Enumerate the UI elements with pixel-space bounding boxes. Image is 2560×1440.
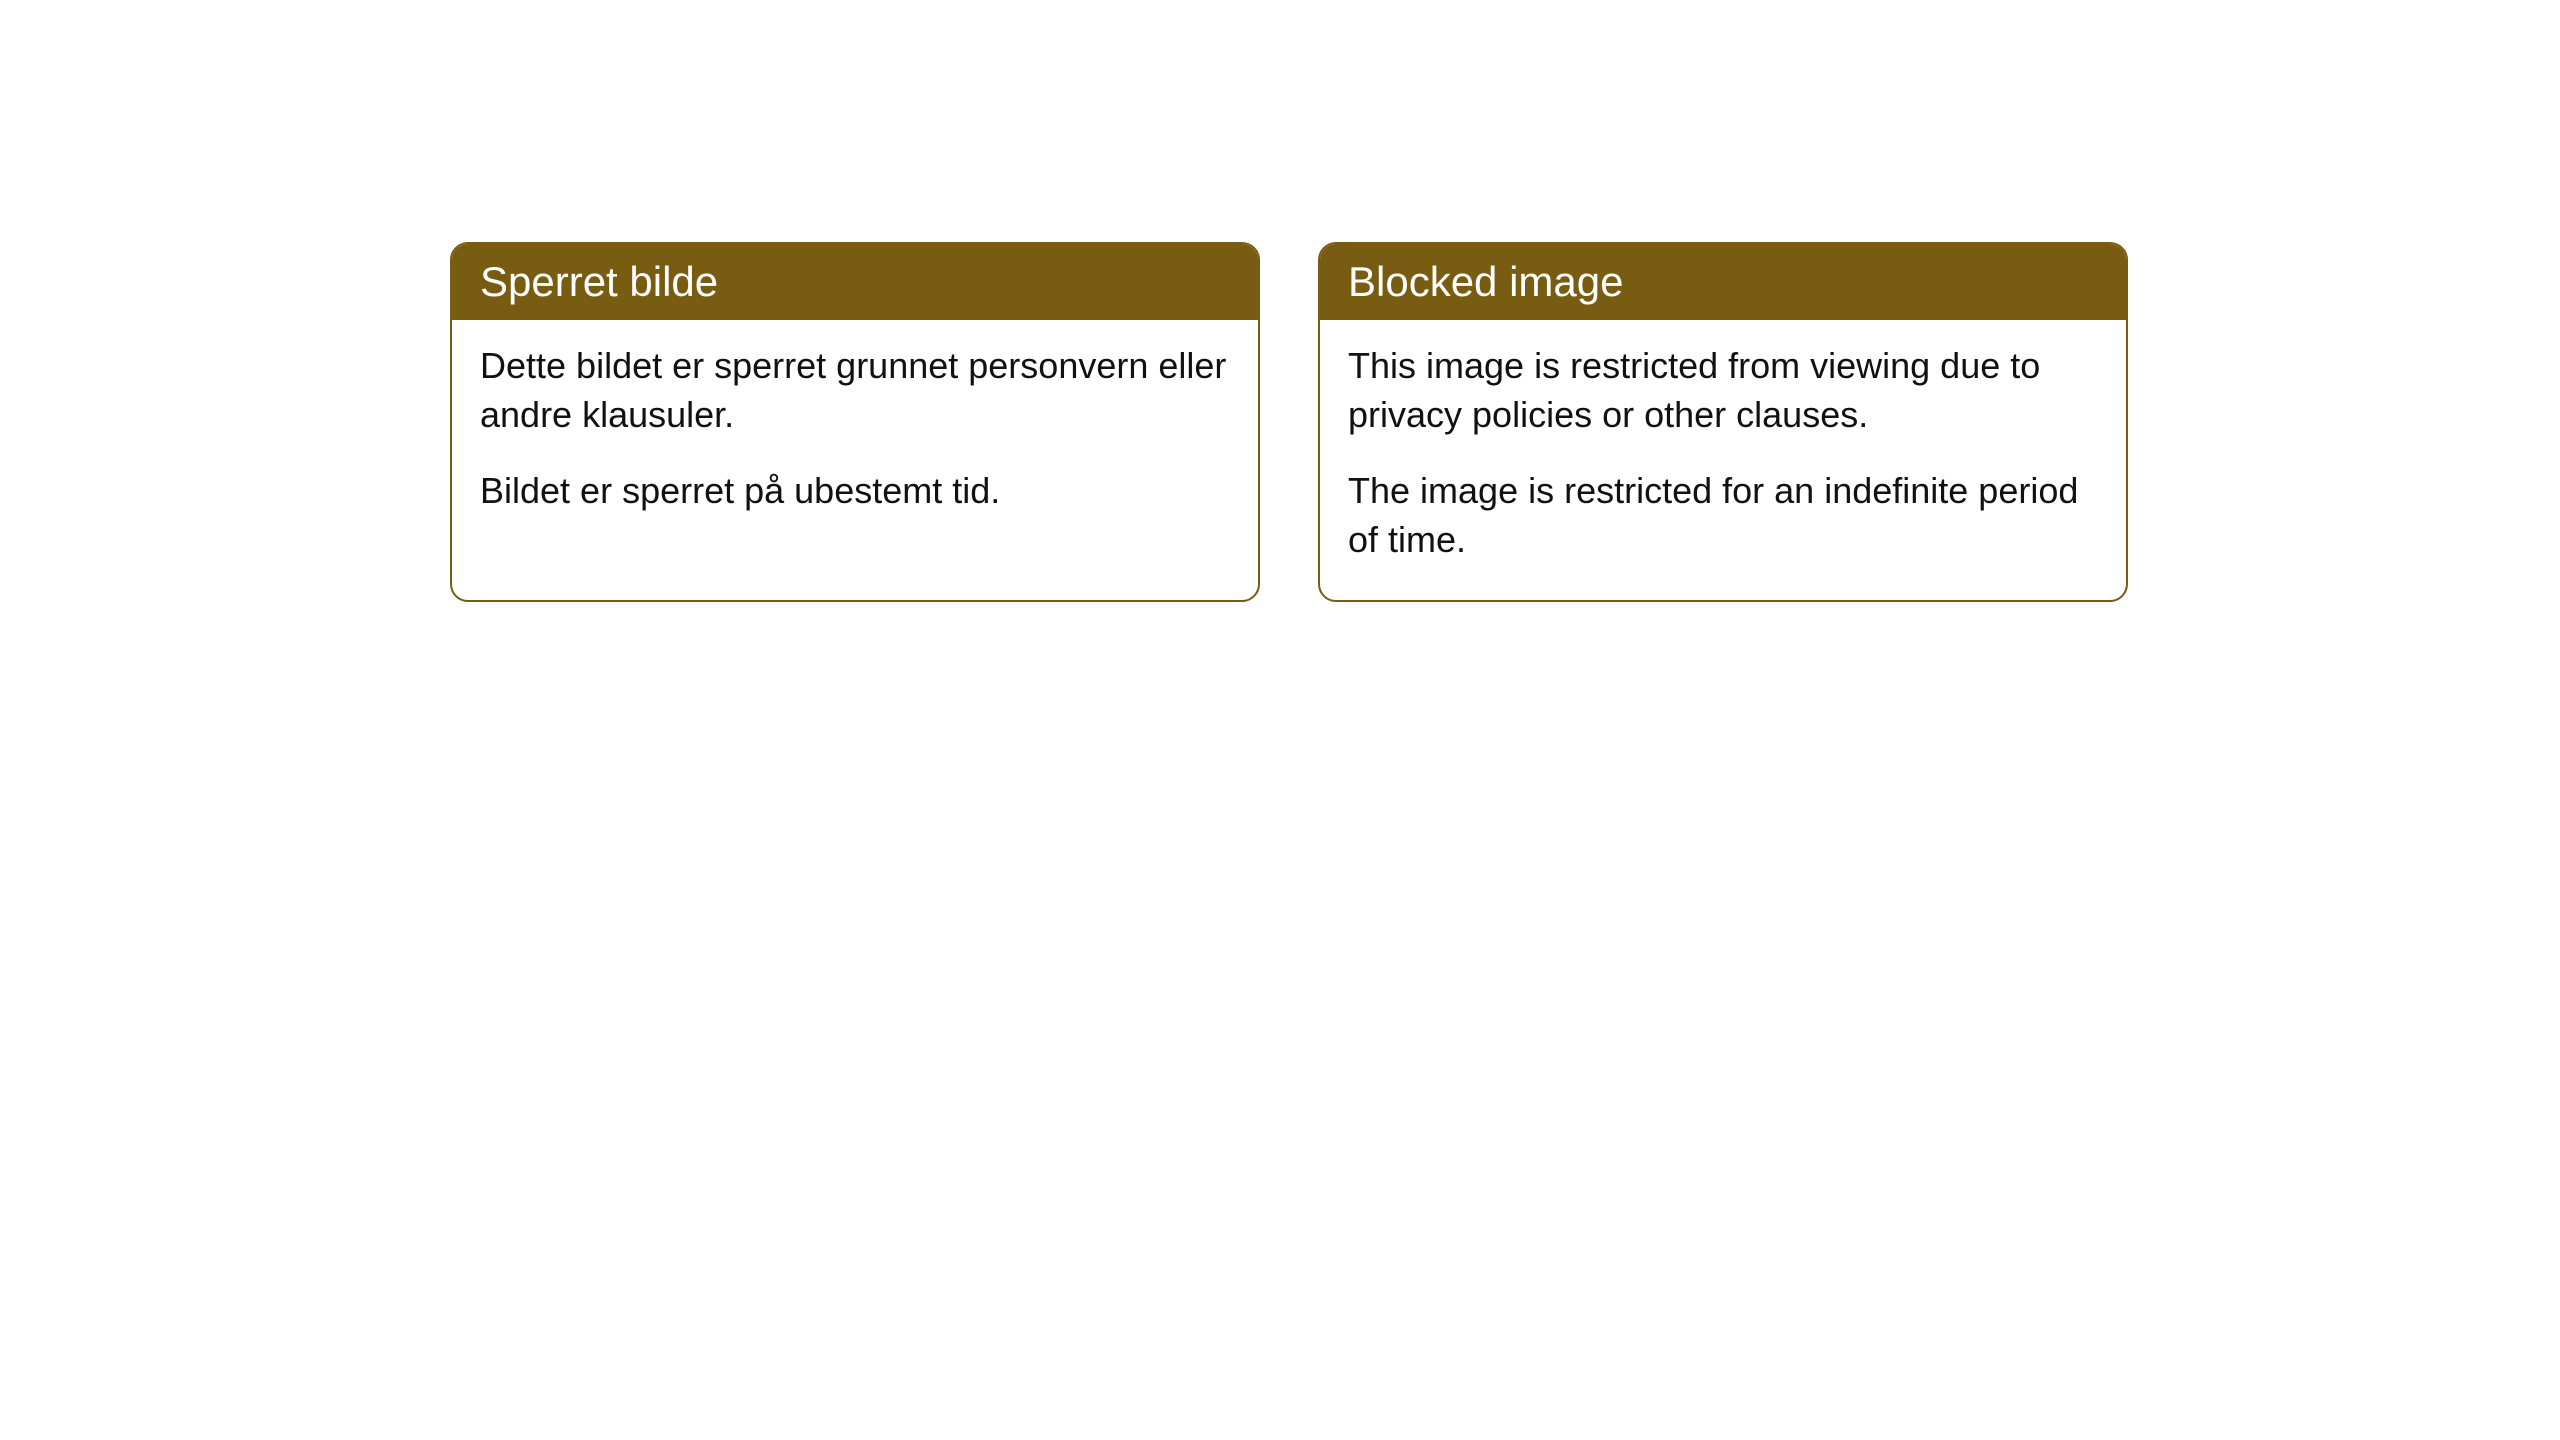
card-header: Blocked image (1320, 244, 2126, 320)
card-title: Sperret bilde (480, 258, 718, 305)
card-body: This image is restricted from viewing du… (1320, 320, 2126, 600)
card-paragraph: The image is restricted for an indefinit… (1348, 467, 2098, 564)
notice-card-norwegian: Sperret bilde Dette bildet er sperret gr… (450, 242, 1260, 602)
card-title: Blocked image (1348, 258, 1623, 305)
notice-cards-container: Sperret bilde Dette bildet er sperret gr… (450, 242, 2128, 602)
notice-card-english: Blocked image This image is restricted f… (1318, 242, 2128, 602)
card-paragraph: Bildet er sperret på ubestemt tid. (480, 467, 1230, 516)
card-header: Sperret bilde (452, 244, 1258, 320)
card-paragraph: Dette bildet er sperret grunnet personve… (480, 342, 1230, 439)
card-body: Dette bildet er sperret grunnet personve… (452, 320, 1258, 552)
card-paragraph: This image is restricted from viewing du… (1348, 342, 2098, 439)
